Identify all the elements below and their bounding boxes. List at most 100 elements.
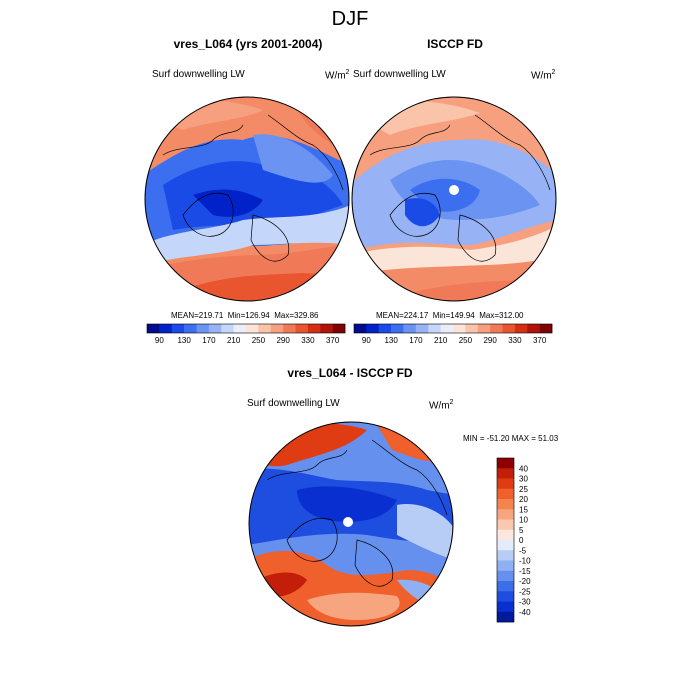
panel-units-model: W/m2 bbox=[325, 69, 349, 81]
colorbar-swatch bbox=[514, 324, 528, 333]
colorbar-swatch bbox=[539, 324, 553, 333]
colorbar-swatch bbox=[378, 324, 392, 333]
panel-title-diff: vres_L064 - ISCCP FD bbox=[287, 366, 413, 380]
map-contour bbox=[352, 225, 556, 275]
colorbar-tick-label: -5 bbox=[519, 546, 527, 555]
colorbar-tick-label: 90 bbox=[155, 336, 164, 345]
colorbar-swatch bbox=[283, 324, 296, 333]
colorbar-swatch bbox=[477, 324, 491, 333]
polar-map-obs bbox=[351, 96, 557, 302]
colorbar-tick-label: -15 bbox=[519, 567, 531, 576]
colorbar-obs: 90 130 170 210 250 290 330 370 bbox=[353, 323, 553, 345]
colorbar-swatch bbox=[490, 324, 503, 333]
units-exponent: 2 bbox=[551, 69, 556, 76]
colorbar-tick-label: 15 bbox=[519, 505, 528, 514]
colorbar-tick-label: 25 bbox=[519, 485, 528, 494]
colorbar-tick-label: -40 bbox=[519, 608, 531, 617]
colorbar-swatch bbox=[221, 324, 234, 333]
panel-variable-label-obs: Surf downwelling LW bbox=[353, 69, 446, 80]
colorbar-outline bbox=[496, 457, 515, 623]
colorbar-tick-label: 170 bbox=[202, 336, 216, 345]
coastline bbox=[389, 192, 441, 237]
colorbar-swatch bbox=[320, 324, 333, 333]
units-base: W/m bbox=[325, 70, 346, 82]
panel-variable-label-model: Surf downwelling LW bbox=[152, 69, 245, 80]
colorbar-tick-label: 370 bbox=[326, 336, 340, 345]
colorbar-tick-label: -10 bbox=[519, 557, 531, 566]
panel-title-obs: ISCCP FD bbox=[427, 37, 483, 51]
colorbar-swatch bbox=[497, 581, 514, 592]
colorbar-swatch bbox=[258, 324, 272, 333]
colorbar-tick-label: 250 bbox=[459, 336, 473, 345]
colorbar-swatch bbox=[497, 509, 514, 520]
colorbar-swatch bbox=[415, 324, 429, 333]
colorbar-swatch bbox=[497, 611, 514, 623]
colorbar-tick-label: 130 bbox=[177, 336, 191, 345]
map-contour bbox=[253, 134, 333, 183]
coastline bbox=[182, 192, 234, 237]
map-contour bbox=[145, 205, 349, 265]
colorbar-swatch bbox=[497, 540, 514, 551]
colorbar-tick-label: 330 bbox=[508, 336, 522, 345]
colorbar-swatch bbox=[171, 324, 185, 333]
pole-hole bbox=[449, 185, 459, 195]
coastline bbox=[371, 439, 448, 516]
units-base: W/m bbox=[531, 70, 552, 82]
units-exponent: 2 bbox=[449, 399, 454, 406]
coastline bbox=[162, 124, 244, 156]
colorbar-swatch bbox=[453, 324, 466, 333]
panel-stats-diff: MIN = -51.20 MAX = 51.03 bbox=[463, 434, 559, 443]
colorbar-swatch bbox=[497, 468, 514, 479]
colorbar-swatch bbox=[497, 488, 514, 500]
colorbar-tick-label: 0 bbox=[519, 536, 524, 545]
colorbar-swatch bbox=[527, 324, 540, 333]
colorbar-swatch bbox=[246, 324, 259, 333]
colorbar-swatch bbox=[428, 324, 441, 333]
panel-units-diff: W/m2 bbox=[429, 399, 453, 411]
colorbar-swatch bbox=[354, 324, 367, 333]
colorbar-swatch bbox=[233, 324, 247, 333]
colorbar-swatch bbox=[196, 324, 210, 333]
page-title: DJF bbox=[331, 8, 369, 30]
colorbar-outline bbox=[146, 323, 346, 334]
units-base: W/m bbox=[429, 400, 450, 412]
colorbar-tick-label: -30 bbox=[519, 598, 531, 607]
coastline bbox=[369, 124, 451, 156]
colorbar-tick-label: 130 bbox=[384, 336, 398, 345]
coastline bbox=[267, 114, 344, 191]
colorbar-tick-label: 30 bbox=[519, 475, 528, 484]
colorbar-swatch bbox=[403, 324, 417, 333]
map-border bbox=[351, 96, 557, 302]
colorbar-tick-label: 20 bbox=[519, 495, 528, 504]
colorbar-tick-label: 210 bbox=[434, 336, 448, 345]
coastline bbox=[250, 214, 290, 262]
coastline bbox=[286, 517, 338, 562]
colorbar-swatch bbox=[497, 601, 514, 613]
colorbar-swatch bbox=[440, 324, 454, 333]
colorbar-swatch bbox=[465, 324, 479, 333]
colorbar-swatch bbox=[497, 591, 514, 602]
colorbar-swatch bbox=[270, 324, 284, 333]
colorbar-swatch bbox=[307, 324, 321, 333]
map-contour bbox=[297, 486, 397, 522]
colorbar-swatch bbox=[391, 324, 404, 333]
coastline bbox=[354, 539, 394, 587]
coastline bbox=[474, 114, 551, 191]
colorbar-tick-label: 170 bbox=[409, 336, 423, 345]
map-contour bbox=[193, 189, 263, 217]
colorbar-tick-label: 210 bbox=[227, 336, 241, 345]
map-contour bbox=[307, 592, 400, 620]
colorbar-model: 90 130 170 210 250 290 330 370 bbox=[146, 323, 346, 345]
colorbar-swatch bbox=[147, 324, 160, 333]
colorbar-swatch bbox=[497, 560, 514, 572]
colorbar-outline bbox=[353, 323, 553, 334]
colorbar-swatch bbox=[208, 324, 222, 333]
colorbar-tick-label: -20 bbox=[519, 577, 531, 586]
colorbar-swatch bbox=[497, 570, 514, 582]
panel-variable-label-diff: Surf downwelling LW bbox=[247, 398, 340, 409]
colorbar-tick-label: 40 bbox=[519, 464, 528, 473]
colorbar-swatch bbox=[295, 324, 309, 333]
coastline bbox=[266, 449, 348, 481]
colorbar-tick-label: 250 bbox=[252, 336, 266, 345]
